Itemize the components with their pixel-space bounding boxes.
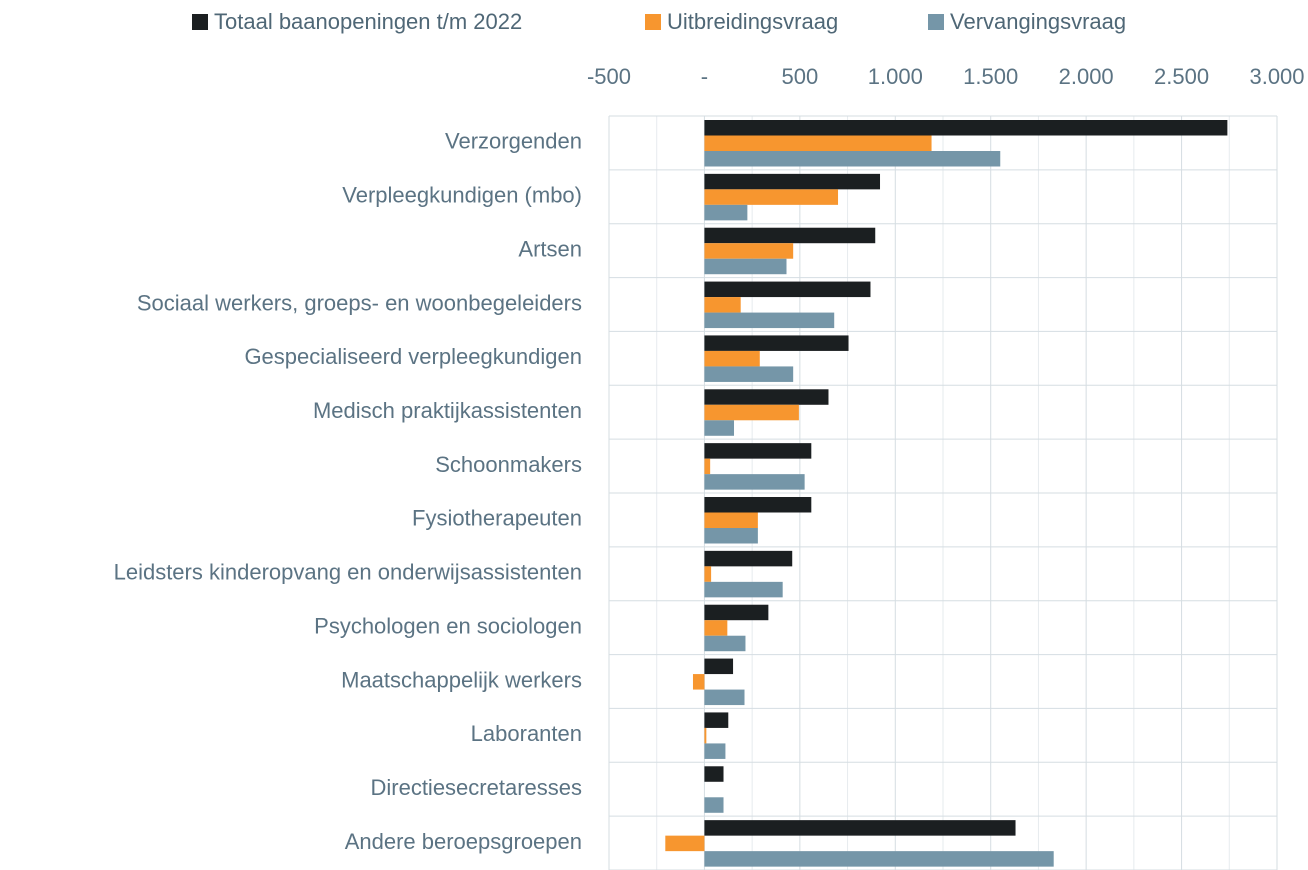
bar <box>704 227 876 244</box>
bar <box>704 766 724 782</box>
y-tick-label: Maatschappelijk werkers <box>341 667 582 692</box>
bar <box>704 820 1016 836</box>
bar <box>704 151 1001 167</box>
y-tick-label: Fysiotherapeuten <box>412 506 582 531</box>
y-tick-label: Laboranten <box>471 721 582 746</box>
x-tick-label: 500 <box>781 64 818 89</box>
x-tick-label: 3.000 <box>1249 64 1304 89</box>
bar <box>704 458 711 475</box>
bar <box>704 712 729 728</box>
bar <box>704 581 783 598</box>
bar <box>704 404 799 421</box>
y-tick-label: Verzorgenden <box>445 129 582 154</box>
bar <box>704 727 707 744</box>
x-tick-label: - <box>701 64 708 89</box>
bar <box>704 312 835 329</box>
x-tick-label: 2.000 <box>1059 64 1114 89</box>
x-tick-label: 1.000 <box>868 64 923 89</box>
legend-swatch <box>928 14 944 30</box>
x-tick-label: 2.500 <box>1154 64 1209 89</box>
bar <box>704 550 793 567</box>
bar <box>704 743 726 759</box>
bar <box>704 420 735 436</box>
bar <box>704 443 812 459</box>
bar <box>704 566 712 582</box>
legend-label: Vervangingsvraag <box>950 9 1126 34</box>
bar <box>704 389 829 405</box>
y-tick-label: Sociaal werkers, groeps- en woonbegeleid… <box>137 290 582 315</box>
y-tick-label: Leidsters kinderopvang en onderwijsassis… <box>114 560 582 585</box>
bar <box>704 851 1054 867</box>
bar <box>704 173 881 190</box>
bar <box>704 474 805 490</box>
y-tick-label: Verpleegkundigen (mbo) <box>342 183 582 208</box>
bar <box>704 689 745 706</box>
legend-label: Totaal baanopeningen t/m 2022 <box>214 9 522 34</box>
bar <box>704 620 728 636</box>
bar <box>704 135 932 151</box>
y-tick-label: Schoonmakers <box>435 452 582 477</box>
bar <box>665 835 705 852</box>
bar <box>704 297 741 313</box>
bar <box>704 281 871 298</box>
bar <box>704 366 794 382</box>
bar <box>704 512 758 528</box>
legend-label: Uitbreidingsvraag <box>667 9 838 34</box>
bar <box>704 350 760 367</box>
bar <box>704 528 758 544</box>
x-tick-label: -500 <box>587 64 631 89</box>
bar <box>704 204 748 221</box>
bar <box>704 243 794 259</box>
y-tick-label: Gespecialiseerd verpleegkundigen <box>244 344 582 369</box>
y-tick-label: Andere beroepsgroepen <box>345 829 582 854</box>
bar <box>704 658 734 675</box>
bar <box>704 258 787 275</box>
bar <box>692 674 705 690</box>
legend-swatch <box>192 14 208 30</box>
bar <box>704 604 769 621</box>
bar <box>704 335 849 351</box>
y-tick-label: Directiesecretaresses <box>370 775 582 800</box>
x-tick-label: 1.500 <box>963 64 1018 89</box>
legend-swatch <box>645 14 661 30</box>
y-tick-label: Psychologen en sociologen <box>314 613 582 638</box>
bar <box>704 635 746 652</box>
bar <box>704 497 812 513</box>
bar <box>704 189 839 205</box>
bar <box>704 797 724 813</box>
bar <box>704 120 1228 136</box>
y-tick-label: Medisch praktijkassistenten <box>313 398 582 423</box>
y-tick-label: Artsen <box>518 236 582 261</box>
